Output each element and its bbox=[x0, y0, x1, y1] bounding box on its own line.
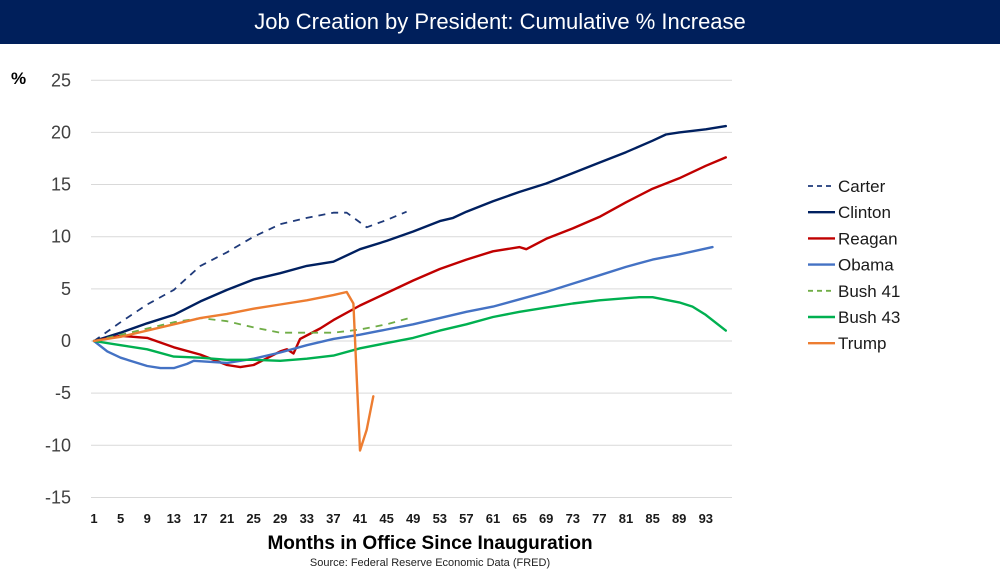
x-tick-label: 57 bbox=[459, 511, 473, 526]
x-tick-label: 65 bbox=[512, 511, 526, 526]
series-line-trump bbox=[92, 290, 375, 452]
y-axis-ticks: 25 20 15 10 5 0 -5 -10 -15 bbox=[45, 70, 71, 507]
y-tick-label: -5 bbox=[55, 383, 71, 403]
x-tick-label: 69 bbox=[539, 511, 553, 526]
legend-label: Bush 43 bbox=[838, 308, 900, 327]
y-tick-label: 15 bbox=[51, 175, 71, 195]
legend-item-bush-43: Bush 43 bbox=[808, 308, 900, 327]
y-tick-label: 0 bbox=[61, 331, 71, 351]
legend-label: Reagan bbox=[838, 229, 898, 248]
gridlines bbox=[91, 79, 732, 498]
y-tick-label: 25 bbox=[51, 70, 71, 90]
x-tick-label: 49 bbox=[406, 511, 420, 526]
legend-item-bush-41: Bush 41 bbox=[808, 282, 900, 301]
legend-label: Obama bbox=[838, 256, 894, 275]
x-tick-label: 9 bbox=[144, 511, 151, 526]
series-line-carter bbox=[93, 210, 407, 342]
legend-label: Trump bbox=[838, 334, 887, 353]
x-tick-label: 37 bbox=[326, 511, 340, 526]
x-tick-label: 81 bbox=[619, 511, 633, 526]
y-tick-label: 20 bbox=[51, 122, 71, 142]
legend-item-trump: Trump bbox=[808, 334, 887, 353]
x-tick-label: 1 bbox=[90, 511, 97, 526]
y-tick-label: -15 bbox=[45, 487, 71, 507]
x-tick-label: 61 bbox=[486, 511, 500, 526]
x-tick-label: 45 bbox=[379, 511, 393, 526]
series-line-obama bbox=[92, 245, 714, 370]
x-tick-label: 13 bbox=[167, 511, 181, 526]
y-tick-label: 10 bbox=[51, 227, 71, 247]
x-tick-label: 77 bbox=[592, 511, 606, 526]
legend: Carter Clinton Reagan Obama Bush 41 Bush 43 Tr… bbox=[808, 177, 900, 353]
source-note: Source: Federal Reserve Economic Data (F… bbox=[310, 557, 550, 569]
y-axis-label: % bbox=[11, 69, 26, 88]
series-line-bush-41 bbox=[93, 316, 414, 342]
y-tick-label: -10 bbox=[45, 435, 71, 455]
x-axis-ticks: 1 5 9 13 17 21 25 29 33 37 41 45 49 53 57 61 65 69 73 77 81 8… bbox=[90, 511, 713, 526]
legend-item-obama: Obama bbox=[808, 256, 894, 275]
x-tick-label: 93 bbox=[699, 511, 713, 526]
x-axis-label: Months in Office Since Inauguration bbox=[267, 533, 592, 554]
x-tick-label: 33 bbox=[300, 511, 314, 526]
series-lines bbox=[92, 124, 727, 452]
x-tick-label: 17 bbox=[193, 511, 207, 526]
x-tick-label: 5 bbox=[117, 511, 124, 526]
legend-label: Clinton bbox=[838, 203, 891, 222]
legend-item-clinton: Clinton bbox=[808, 203, 891, 222]
x-tick-label: 25 bbox=[246, 511, 260, 526]
x-tick-label: 85 bbox=[645, 511, 659, 526]
x-tick-label: 29 bbox=[273, 511, 287, 526]
legend-item-reagan: Reagan bbox=[808, 229, 898, 248]
series-line-reagan bbox=[92, 156, 727, 369]
x-tick-label: 53 bbox=[433, 511, 447, 526]
x-tick-label: 21 bbox=[220, 511, 234, 526]
legend-item-carter: Carter bbox=[808, 177, 886, 196]
series-line-clinton bbox=[92, 124, 727, 343]
legend-label: Carter bbox=[838, 177, 886, 196]
x-tick-label: 89 bbox=[672, 511, 686, 526]
chart-title: Job Creation by President: Cumulative % … bbox=[0, 0, 1000, 44]
y-tick-label: 5 bbox=[61, 279, 71, 299]
x-tick-label: 73 bbox=[566, 511, 580, 526]
legend-label: Bush 41 bbox=[838, 282, 900, 301]
series-line-bush-43 bbox=[92, 296, 727, 362]
x-tick-label: 41 bbox=[353, 511, 367, 526]
